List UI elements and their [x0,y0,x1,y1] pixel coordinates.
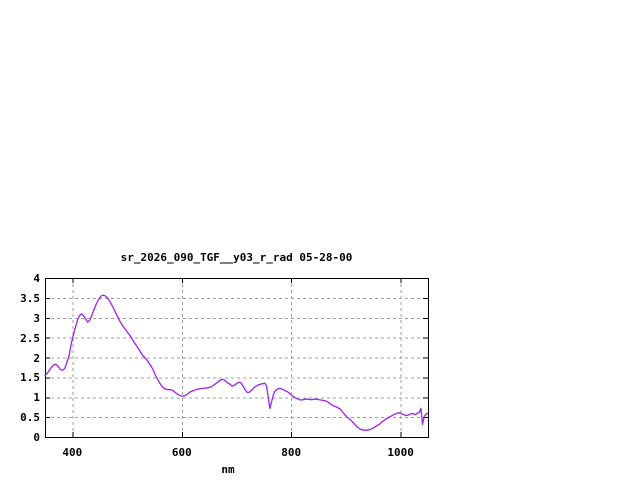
x-tick-label: 400 [62,446,83,459]
y-tick-label: 4 [33,272,40,285]
y-tick-label: 0 [33,431,40,444]
x-axis-label: nm [221,463,235,476]
y-tick-label: 2.5 [20,331,40,345]
y-tick-label: 1.5 [20,371,40,385]
y-tick-label: 3 [33,311,40,325]
x-tick-label: 1000 [387,446,414,459]
x-tick-label: 800 [281,446,302,459]
y-tick-label: 2 [33,351,40,365]
y-tick-label: 0.5 [20,411,40,425]
chart-title: sr_2026_090_TGF__y03_r_rad 05-28-00 [120,251,353,264]
spectrum-curve [44,294,429,431]
y-tick-label: 1 [33,391,40,405]
x-tick-label: 600 [171,446,192,459]
y-tick-label: 3.5 [20,291,40,305]
